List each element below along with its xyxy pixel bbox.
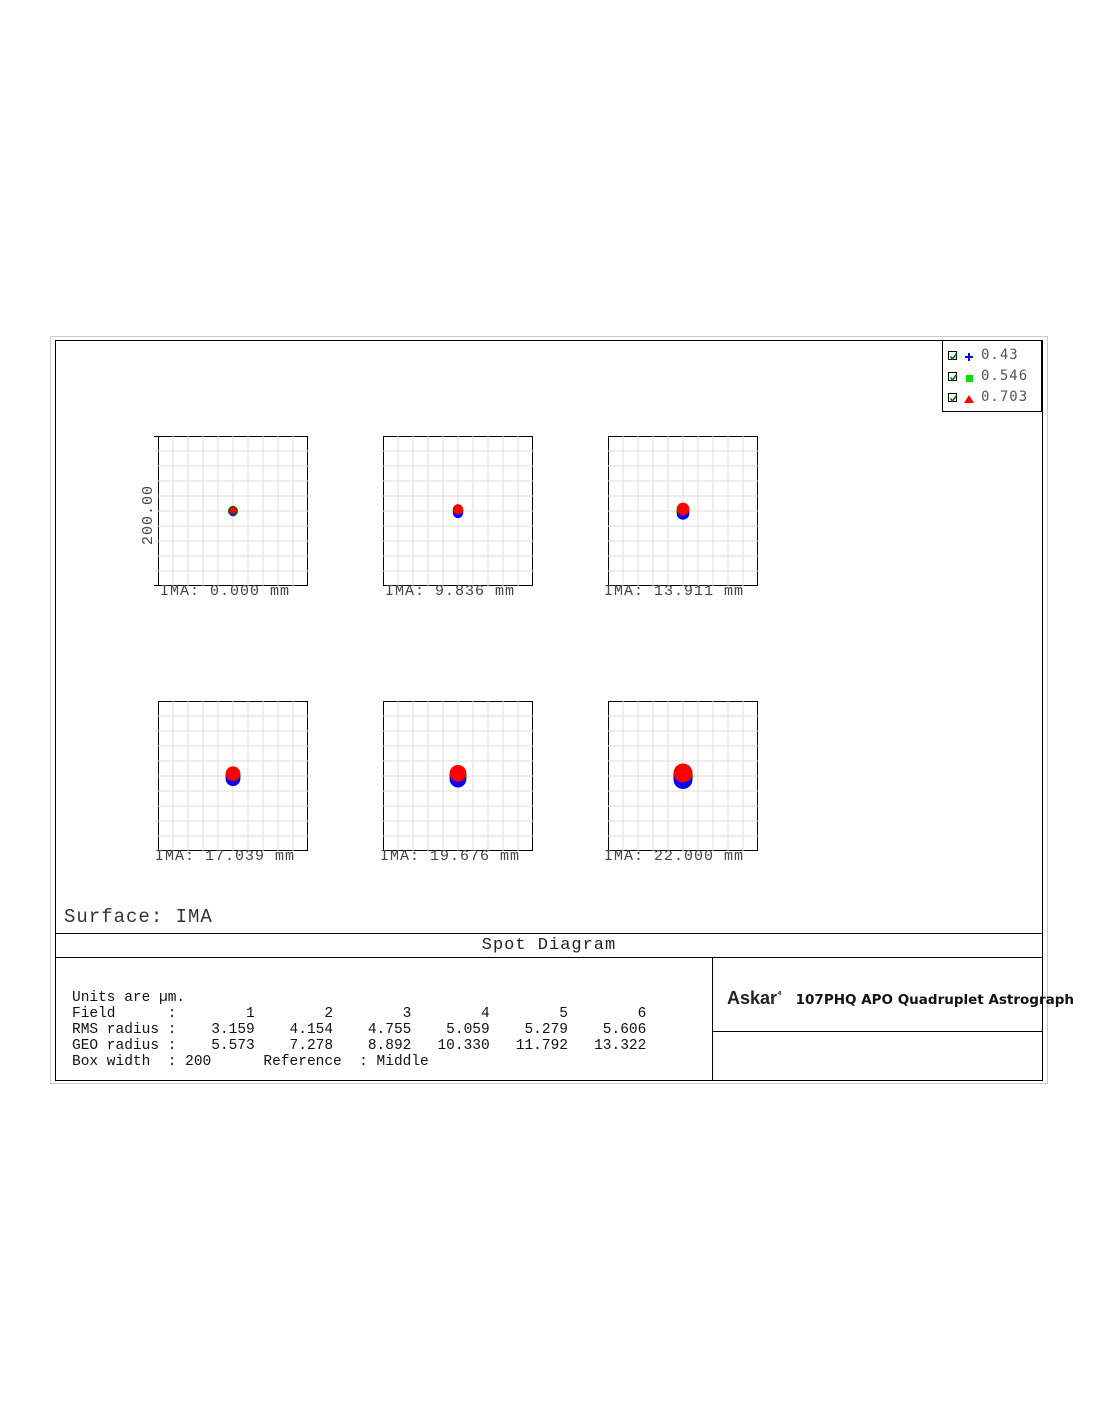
spot-grid bbox=[383, 436, 533, 586]
field-label: IMA: 22.000 mm bbox=[604, 848, 745, 865]
legend-label: 0.546 bbox=[981, 368, 1029, 384]
triangle-icon bbox=[963, 390, 975, 404]
spot-0.703 bbox=[452, 504, 464, 515]
legend-label: 0.43 bbox=[981, 347, 1019, 363]
brand-logo: Askar bbox=[727, 988, 778, 1008]
spot-plot-field-4 bbox=[158, 701, 308, 851]
y-axis-label: 200.00 bbox=[140, 484, 157, 545]
box-width-row: Box width : 200 Reference : Middle bbox=[72, 1054, 429, 1070]
square-icon bbox=[963, 369, 975, 383]
report-outer-border bbox=[50, 336, 1048, 1084]
spot-0.703 bbox=[673, 763, 693, 783]
divider bbox=[55, 957, 1043, 958]
field-label: IMA: 19.676 mm bbox=[380, 848, 521, 865]
field-label: IMA: 0.000 mm bbox=[160, 583, 291, 600]
spot-0.703 bbox=[229, 505, 237, 514]
spot-grid bbox=[383, 701, 533, 851]
brand-mark: ⁴ bbox=[777, 989, 782, 1001]
spot-plot-field-5 bbox=[383, 701, 533, 851]
spot-0.703 bbox=[676, 502, 690, 516]
spot-0.703 bbox=[449, 764, 467, 782]
checkbox-checked-icon[interactable] bbox=[948, 372, 958, 382]
axis-tick bbox=[154, 585, 159, 586]
rms-radius-row: RMS radius : 3.159 4.154 4.755 5.059 5.2… bbox=[72, 1022, 647, 1038]
legend-item-1[interactable]: 0.43 bbox=[943, 345, 1043, 365]
plus-icon bbox=[963, 348, 975, 362]
divider bbox=[712, 1031, 1043, 1032]
spot-plot-field-3 bbox=[608, 436, 758, 586]
spot-plot-field-6 bbox=[608, 701, 758, 851]
spot-grid bbox=[608, 436, 758, 586]
wavelength-legend: 0.43 0.546 0.703 bbox=[942, 340, 1042, 412]
spot-grid bbox=[158, 436, 308, 586]
legend-item-3[interactable]: 0.703 bbox=[943, 387, 1043, 407]
axis-tick bbox=[154, 436, 159, 437]
spot-grid bbox=[158, 701, 308, 851]
legend-item-2[interactable]: 0.546 bbox=[943, 366, 1043, 386]
spot-0.703 bbox=[225, 766, 241, 782]
units-line: Units are µm. bbox=[72, 990, 186, 1006]
geo-radius-row: GEO radius : 5.573 7.278 8.892 10.330 11… bbox=[72, 1038, 647, 1054]
brand-block: Askar⁴ 107PHQ APO Quadruplet Astrograph bbox=[727, 988, 1074, 1009]
spot-plot-field-1 bbox=[158, 436, 308, 586]
spot-outline bbox=[228, 506, 238, 516]
checkbox-checked-icon[interactable] bbox=[948, 393, 958, 403]
divider bbox=[712, 957, 713, 1081]
field-label: IMA: 13.911 mm bbox=[604, 583, 745, 600]
field-label: IMA: 9.836 mm bbox=[385, 583, 516, 600]
spot-statistics: Units are µm. Field : 1 2 3 4 5 6 RMS ra… bbox=[72, 990, 646, 1070]
diagram-title: Spot Diagram bbox=[481, 936, 617, 955]
checkbox-checked-icon[interactable] bbox=[948, 351, 958, 361]
legend-label: 0.703 bbox=[981, 389, 1029, 405]
field-label: IMA: 17.039 mm bbox=[155, 848, 296, 865]
spot-plot-field-2 bbox=[383, 436, 533, 586]
brand-model: 107PHQ APO Quadruplet Astrograph bbox=[795, 992, 1075, 1008]
spot-grid bbox=[608, 701, 758, 851]
surface-label: Surface: IMA bbox=[64, 906, 213, 928]
divider bbox=[55, 933, 1043, 934]
field-row: Field : 1 2 3 4 5 6 bbox=[72, 1006, 647, 1022]
